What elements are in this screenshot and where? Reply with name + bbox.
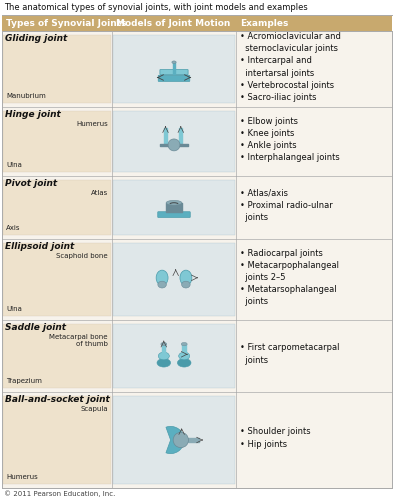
Text: Trapezium: Trapezium: [6, 378, 42, 384]
Ellipse shape: [182, 281, 190, 288]
FancyBboxPatch shape: [158, 212, 190, 218]
Text: Types of Synovial Joints: Types of Synovial Joints: [6, 18, 126, 28]
Ellipse shape: [180, 270, 192, 285]
Bar: [113, 35, 235, 103]
Bar: [3, 35, 111, 103]
Bar: [3, 180, 111, 235]
Text: • Elbow joints
• Knee joints
• Ankle joints
• Interphalangeal joints: • Elbow joints • Knee joints • Ankle joi…: [240, 117, 340, 162]
Ellipse shape: [158, 281, 166, 288]
Bar: [113, 396, 235, 484]
Bar: [3, 396, 111, 484]
Bar: [2, 15, 392, 31]
Text: Humerus: Humerus: [76, 121, 108, 127]
Text: Humerus: Humerus: [6, 474, 38, 480]
Circle shape: [173, 432, 188, 448]
Bar: [2, 31, 392, 107]
Text: Axis: Axis: [6, 225, 20, 231]
Text: • Atlas/axis
• Proximal radio-ulnar
  joints: • Atlas/axis • Proximal radio-ulnar join…: [240, 189, 333, 222]
Ellipse shape: [178, 352, 190, 360]
Bar: [3, 243, 111, 316]
Bar: [2, 239, 392, 320]
Text: Saddle joint: Saddle joint: [5, 323, 66, 332]
FancyBboxPatch shape: [158, 76, 190, 82]
Bar: [113, 180, 235, 235]
Text: • Acromioclavicular and
  sternoclavicular joints
• Intercarpal and
  intertarsa: • Acromioclavicular and sternoclavicular…: [240, 32, 341, 102]
Bar: [2, 320, 392, 392]
Text: • Shoulder joints
• Hip joints: • Shoulder joints • Hip joints: [240, 428, 310, 448]
FancyBboxPatch shape: [160, 70, 188, 74]
Text: Atlas: Atlas: [91, 190, 108, 196]
Ellipse shape: [158, 352, 169, 360]
Bar: [2, 392, 392, 488]
Text: Ulna: Ulna: [6, 306, 22, 312]
Bar: [3, 324, 111, 388]
Text: The anatomical types of synovial joints, with joint models and examples: The anatomical types of synovial joints,…: [4, 3, 308, 12]
Ellipse shape: [172, 61, 176, 64]
Bar: [3, 111, 111, 172]
Text: • First carpometacarpal
  joints: • First carpometacarpal joints: [240, 344, 340, 364]
Circle shape: [168, 139, 180, 151]
Ellipse shape: [166, 200, 182, 205]
Text: Metacarpal bone
of thumb: Metacarpal bone of thumb: [50, 334, 108, 347]
Text: Ellipsoid joint: Ellipsoid joint: [5, 242, 74, 251]
Text: • Radiocarpal joints
• Metacarpophalangeal
  joints 2–5
• Metatarsophalangeal
  : • Radiocarpal joints • Metacarpophalange…: [240, 248, 339, 306]
Text: © 2011 Pearson Education, Inc.: © 2011 Pearson Education, Inc.: [4, 490, 115, 498]
Text: Pivot joint: Pivot joint: [5, 179, 57, 188]
Ellipse shape: [166, 210, 182, 214]
Bar: [2, 176, 392, 239]
Text: Examples: Examples: [240, 18, 288, 28]
Bar: [113, 111, 235, 172]
Bar: [2, 107, 392, 176]
Text: Scapula: Scapula: [80, 406, 108, 412]
Text: Models of Joint Motion: Models of Joint Motion: [116, 18, 230, 28]
Text: Ball-and-socket joint: Ball-and-socket joint: [5, 395, 110, 404]
Ellipse shape: [161, 342, 167, 346]
Text: Scaphoid bone: Scaphoid bone: [56, 253, 108, 259]
Text: Manubrium: Manubrium: [6, 93, 46, 99]
Bar: [113, 243, 235, 316]
Text: Hinge joint: Hinge joint: [5, 110, 61, 119]
Text: Ulna: Ulna: [6, 162, 22, 168]
Ellipse shape: [181, 342, 187, 346]
Ellipse shape: [177, 358, 191, 367]
Ellipse shape: [156, 270, 168, 285]
Wedge shape: [166, 426, 184, 454]
Ellipse shape: [157, 358, 171, 367]
Text: Gliding joint: Gliding joint: [5, 34, 67, 43]
Bar: [113, 324, 235, 388]
